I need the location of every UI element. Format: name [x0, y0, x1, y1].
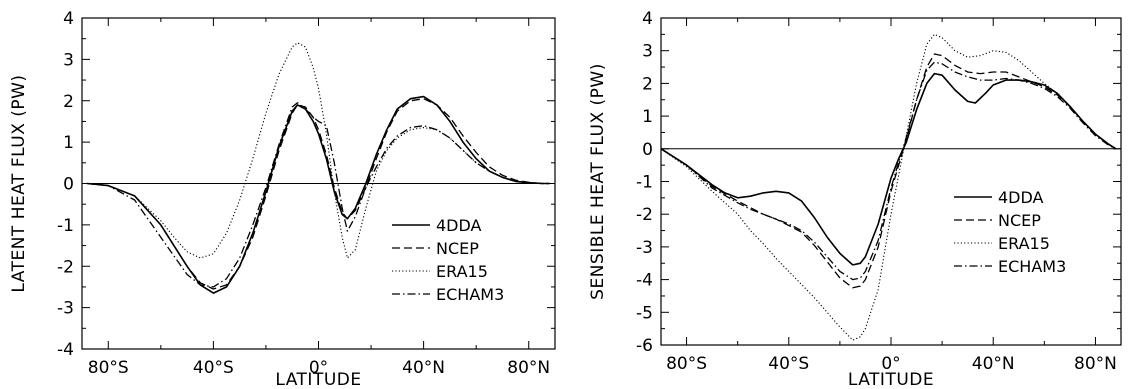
- y-tick-label: -4: [57, 340, 74, 360]
- y-tick-label: -2: [57, 257, 74, 277]
- x-tick-label: 0°: [309, 358, 328, 378]
- legend-label-ncep: NCEP: [998, 211, 1041, 230]
- legend-label-echam3: ECHAM3: [436, 285, 504, 304]
- y-axis-label: SENSIBLE HEAT FLUX (PW): [588, 63, 608, 300]
- y-tick-label: -1: [57, 216, 74, 236]
- series-line-4dda: [660, 72, 1117, 266]
- x-axis-label: LATITUDE: [275, 370, 361, 389]
- x-tick-label: 80°S: [88, 358, 129, 378]
- y-tick-label: 2: [642, 74, 653, 94]
- legend-label-era15: ERA15: [998, 234, 1050, 253]
- y-tick-label: 0: [63, 175, 74, 195]
- plot-frame: [660, 17, 1122, 346]
- y-tick-label: -3: [57, 299, 74, 319]
- y-tick-label: 3: [63, 50, 74, 70]
- legend-label-ncep: NCEP: [436, 239, 479, 258]
- series-line-echam3: [660, 61, 1117, 281]
- x-tick-label: 80°N: [507, 358, 550, 378]
- x-axis-label: LATITUDE: [848, 370, 934, 389]
- y-tick-label: 3: [642, 42, 653, 62]
- legend-label-4dda: 4DDA: [998, 188, 1044, 207]
- y-tick-label: -6: [636, 336, 653, 356]
- y-tick-label: -4: [636, 271, 653, 291]
- y-tick-label: 0: [642, 140, 653, 160]
- y-tick-label: -5: [636, 303, 653, 323]
- series-line-echam3: [87, 102, 550, 288]
- legend-label-4dda: 4DDA: [436, 216, 482, 235]
- y-tick-label: 1: [63, 133, 74, 153]
- x-tick-label: 40°S: [768, 354, 809, 374]
- x-tick-label: 40°N: [402, 358, 445, 378]
- x-tick-label: 0°: [881, 354, 900, 374]
- y-tick-label: 4: [642, 9, 653, 29]
- x-tick-label: 80°S: [666, 354, 707, 374]
- legend: 4DDA NCEP ERA15 ECHAM3: [954, 188, 1066, 276]
- series-line-ncep: [87, 98, 550, 290]
- y-tick-label: -2: [636, 205, 653, 225]
- y-tick-label: -3: [636, 238, 653, 258]
- x-tick-label: 40°S: [193, 358, 234, 378]
- y-tick-label: 1: [642, 107, 653, 127]
- legend-label-echam3: ECHAM3: [998, 257, 1066, 276]
- y-axis-label: LATENT HEAT FLUX (PW): [9, 74, 29, 292]
- chart-panel-1: -4 -3 -2 -1 0 1 2 3 4 80°S 40°S 0° 40°N 80°N LATITUDE L…: [9, 9, 556, 389]
- y-tick-label: -1: [636, 173, 653, 193]
- x-tick-label: 40°N: [972, 354, 1015, 374]
- legend: 4DDA NCEP ERA15 ECHAM3: [392, 216, 504, 304]
- legend-label-era15: ERA15: [436, 262, 488, 281]
- chart-panel-2: -6 -5 -4 -3 -2 -1 0 1 2 3 4 80°S 40°S 0° 40°N 80°N LATIT…: [588, 9, 1122, 389]
- y-tick-label: 2: [63, 92, 74, 112]
- y-tick-label: 4: [63, 9, 74, 29]
- series-line-4dda: [87, 95, 550, 294]
- x-tick-label: 80°N: [1074, 354, 1117, 374]
